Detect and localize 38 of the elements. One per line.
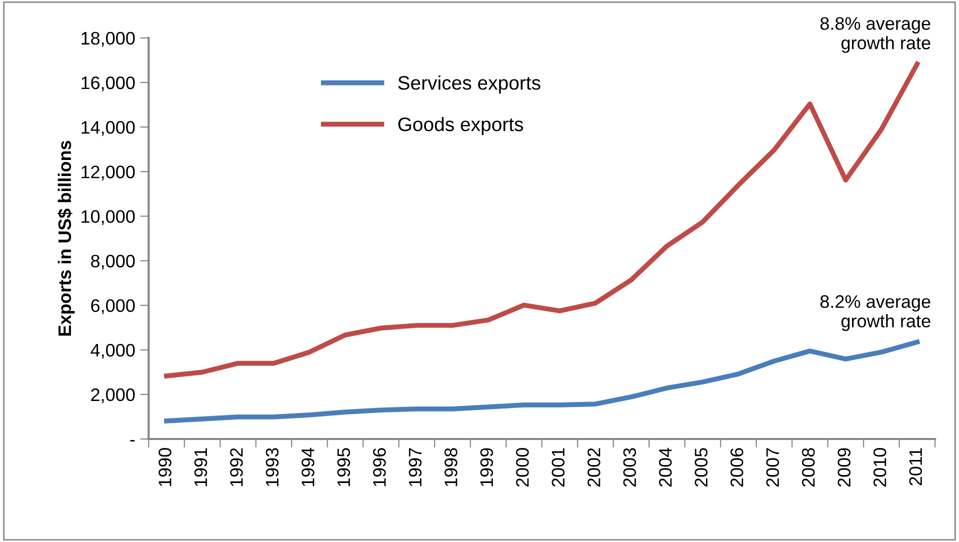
line-series	[164, 340, 920, 424]
x-tick-label: 2008	[802, 448, 815, 487]
x-tick-label: 2000	[516, 448, 529, 487]
x-tick-label: 2005	[694, 448, 708, 487]
y-tick-label: 6,000	[91, 299, 135, 314]
x-tick-label: 1997	[408, 448, 422, 486]
y-tick-label: 12,000	[82, 166, 135, 180]
y-tick-label: 10,000	[82, 210, 135, 226]
y-tick-label: 16,000	[82, 76, 135, 92]
x-tick-label: 2002	[588, 448, 600, 487]
x-tick-label: 2003	[623, 448, 636, 487]
x-tick-label: 1998	[444, 448, 458, 486]
x-tick-label: 2006	[730, 448, 744, 487]
legend-label: Services exports	[398, 75, 540, 94]
x-tick-label: 1994	[302, 448, 314, 486]
y-tick-label: 2,000	[91, 388, 135, 404]
x-tick-label: 1993	[266, 448, 279, 486]
x-tick-label: 1991	[194, 448, 208, 486]
x-tick-label: 1999	[480, 448, 494, 486]
x-tick-label: 1992	[230, 448, 243, 486]
x-tick-label: 1996	[373, 448, 386, 486]
x-tick-label: 2007	[766, 448, 780, 487]
x-tick-label: 2001	[552, 448, 565, 487]
x-tick-label: 2009	[838, 448, 851, 487]
x-tick-label: 2004	[659, 448, 672, 487]
annotation: 8.8% average growth rate	[820, 17, 930, 53]
x-tick-label: 2010	[873, 448, 886, 487]
x-tick-label: 1990	[158, 448, 172, 486]
annotation: 8.2% average growth rate	[820, 295, 930, 331]
y-tick-label: 8,000	[91, 254, 135, 270]
x-tick-label: 2011	[909, 448, 922, 486]
y-tick-label: 4,000	[90, 344, 135, 359]
y-tick-label: 18,000	[82, 32, 135, 47]
legend-label: Goods exports	[398, 116, 524, 136]
y-axis-title: Exports in US$ billions	[58, 140, 75, 336]
y-tick-label: 14,000	[82, 121, 135, 136]
x-tick-label: 1995	[337, 448, 350, 486]
y-tick-label: -	[130, 440, 135, 442]
